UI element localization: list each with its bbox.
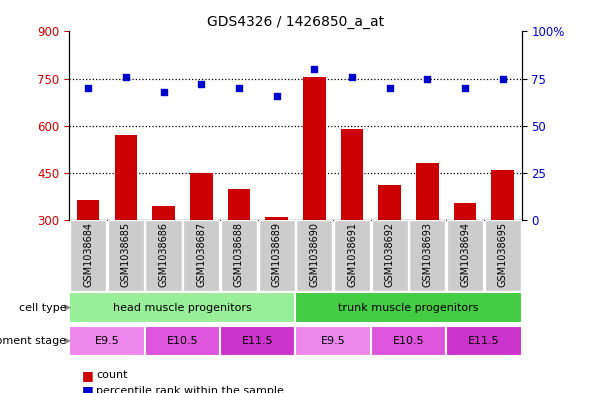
Text: GSM1038689: GSM1038689 [271,222,282,287]
Bar [491,170,514,314]
Text: count: count [96,370,128,380]
Bar [152,206,175,314]
Bar [265,217,288,314]
Text: development stage: development stage [0,336,66,346]
Bar [379,185,401,314]
Bar [221,220,257,291]
Point [347,73,357,80]
Bar [108,220,144,291]
Text: GSM1038692: GSM1038692 [385,222,395,287]
Text: trunk muscle progenitors: trunk muscle progenitors [338,303,479,312]
Text: cell type: cell type [19,303,66,312]
Text: GSM1038686: GSM1038686 [159,222,169,287]
Bar [145,220,182,291]
Bar [228,189,250,314]
Bar [371,326,446,356]
Text: GSM1038693: GSM1038693 [422,222,432,287]
Bar [296,220,332,291]
Point [385,85,394,91]
Text: E11.5: E11.5 [468,336,500,346]
Bar [115,135,137,314]
Point [234,85,244,91]
Text: E9.5: E9.5 [321,336,346,346]
Point [423,75,432,82]
Bar [409,220,446,291]
Bar [190,173,213,314]
Bar [69,326,145,356]
Text: GSM1038687: GSM1038687 [196,222,206,287]
Text: GSM1038685: GSM1038685 [121,222,131,287]
Text: ■: ■ [81,384,93,393]
Text: GSM1038695: GSM1038695 [497,222,508,287]
Point [460,85,470,91]
Bar [70,220,106,291]
Bar [259,220,295,291]
Bar [371,220,408,291]
Bar [295,326,371,356]
Bar [447,220,483,291]
Point [272,92,282,99]
Bar [295,292,522,323]
Bar [334,220,370,291]
Text: GSM1038688: GSM1038688 [234,222,244,287]
Bar [453,203,476,314]
Point [83,85,93,91]
Text: head muscle progenitors: head muscle progenitors [113,303,252,312]
Point [159,89,168,95]
Point [121,73,131,80]
Bar [446,326,522,356]
Text: GSM1038684: GSM1038684 [83,222,93,287]
Point [309,66,319,72]
Title: GDS4326 / 1426850_a_at: GDS4326 / 1426850_a_at [207,15,384,29]
Bar [69,292,295,323]
Bar [416,163,438,314]
Point [197,81,206,87]
Text: E11.5: E11.5 [242,336,274,346]
Text: ■: ■ [81,369,93,382]
Point [498,75,508,82]
Text: GSM1038690: GSM1038690 [309,222,320,287]
Bar [145,326,220,356]
Text: GSM1038694: GSM1038694 [460,222,470,287]
Bar [341,129,363,314]
Bar [183,220,219,291]
Bar [303,77,326,314]
Bar [485,220,521,291]
Bar [220,326,295,356]
Text: GSM1038691: GSM1038691 [347,222,357,287]
Text: E10.5: E10.5 [393,336,425,346]
Text: E9.5: E9.5 [95,336,119,346]
Text: E10.5: E10.5 [166,336,198,346]
Bar [77,200,99,314]
Text: percentile rank within the sample: percentile rank within the sample [96,386,285,393]
